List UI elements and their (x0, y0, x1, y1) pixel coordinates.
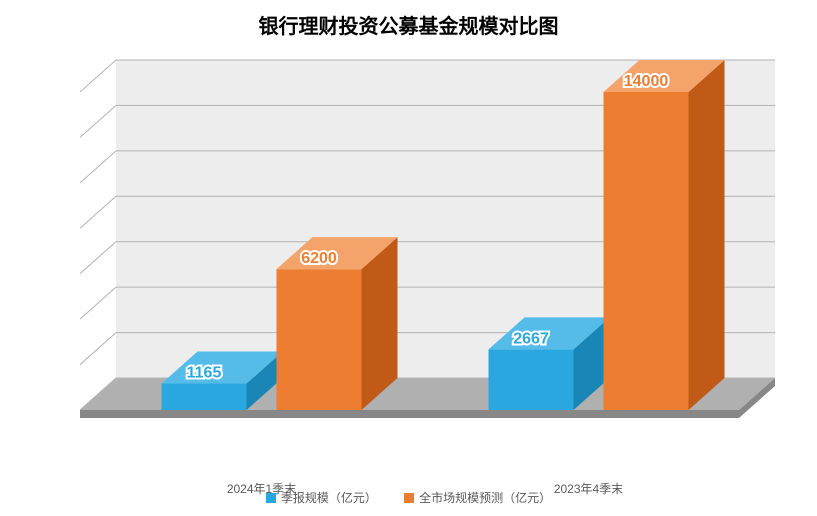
legend-label-1: 全市场规模预测（亿元） (419, 489, 551, 506)
svg-text:2667: 2667 (513, 330, 549, 347)
legend-item-0: 季报规模（亿元） (266, 489, 377, 506)
svg-text:1165: 1165 (187, 365, 222, 382)
legend: 季报规模（亿元） 全市场规模预测（亿元） (0, 489, 817, 506)
chart-container: 银行理财投资公募基金规模对比图 020004000600080001000012… (0, 0, 817, 516)
plot-area: 02000400060008000100001200014000 1165620… (80, 50, 780, 430)
svg-text:6200: 6200 (301, 250, 337, 267)
legend-swatch-1 (404, 493, 414, 503)
svg-text:14000: 14000 (624, 73, 669, 90)
legend-swatch-0 (266, 493, 276, 503)
chart-title: 银行理财投资公募基金规模对比图 (0, 0, 817, 39)
legend-label-0: 季报规模（亿元） (281, 489, 377, 506)
legend-item-1: 全市场规模预测（亿元） (404, 489, 551, 506)
